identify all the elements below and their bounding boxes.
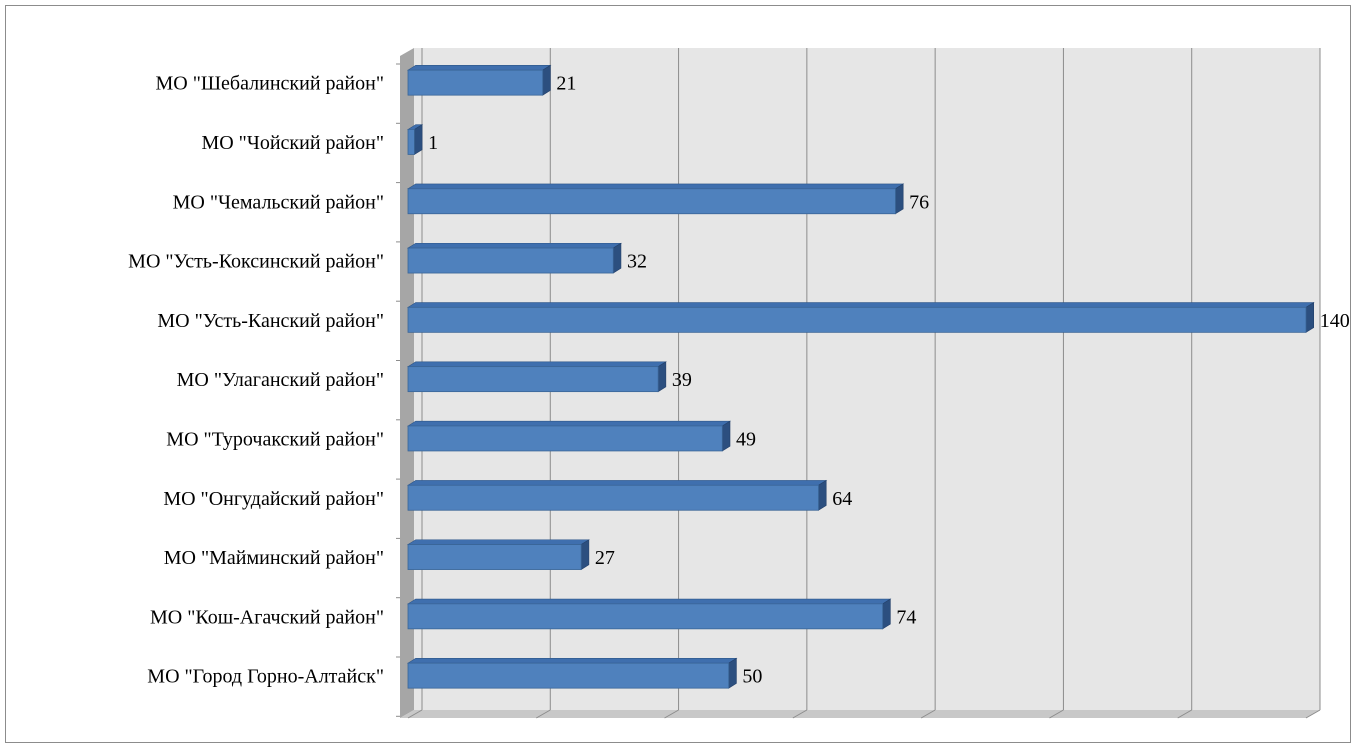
bar [406, 598, 892, 630]
bar-side [542, 64, 551, 96]
floor-tick [407, 709, 423, 719]
bar-top [406, 65, 552, 71]
bar-side [895, 183, 904, 215]
floor-tick [792, 709, 808, 719]
bar [406, 183, 905, 215]
value-label: 140 [1320, 310, 1350, 332]
bar-top [406, 242, 623, 249]
category-label: МО "Улаганский район" [177, 369, 384, 391]
bar [406, 302, 1315, 333]
value-label: 74 [896, 606, 916, 628]
category-label: МО "Чойский район" [201, 132, 384, 154]
value-label: 27 [595, 547, 615, 569]
bar-front [407, 129, 415, 155]
bar-side [728, 657, 737, 689]
bar-front [407, 425, 723, 452]
bar-side [580, 539, 590, 571]
bar-front [407, 188, 896, 215]
bar-front [407, 603, 884, 630]
value-label: 50 [742, 666, 762, 688]
category-label: МО "Чемальский район" [173, 191, 384, 213]
bar-top [406, 183, 905, 190]
bar [406, 242, 623, 274]
bar-front [407, 484, 819, 511]
value-label: 76 [909, 191, 929, 213]
value-label: 64 [832, 488, 852, 510]
category-label: МО "Турочакский район" [166, 428, 384, 450]
bar-side [414, 124, 423, 155]
bar [406, 124, 424, 155]
bar-top [406, 420, 732, 427]
category-label: МО "Онгудайский район" [163, 488, 384, 510]
bar [406, 64, 552, 96]
bar-front [407, 247, 614, 274]
value-label: 1 [428, 132, 438, 154]
floor-tick [920, 709, 936, 719]
bar-side [818, 479, 827, 511]
bar [406, 657, 738, 689]
bar-side [657, 361, 667, 393]
bar-front [407, 544, 582, 570]
category-label: МО "Усть-Канский район" [157, 310, 384, 332]
floor-tick [1177, 709, 1192, 719]
category-labels: МО "Шебалинский район" МО "Чойский район"… [128, 73, 384, 688]
bars [406, 64, 1315, 689]
bar-top [406, 361, 667, 367]
category-label: МО "Город Горно-Алтайск" [147, 666, 384, 688]
bar-top [406, 302, 1315, 308]
bar-front [407, 366, 659, 393]
bar-top [406, 480, 828, 486]
floor-tick [664, 709, 679, 719]
bar-front [407, 306, 1307, 333]
category-label: МО "Усть-Коксинский район" [128, 251, 384, 273]
bar-front [407, 69, 544, 96]
floor-tick [1049, 709, 1064, 719]
bar-side [1305, 302, 1314, 333]
value-labels: 21 1 76 32 140 39 49 64 27 74 50 [428, 73, 1350, 688]
value-label: 49 [736, 428, 756, 450]
category-label: МО "Майминский район" [164, 547, 384, 569]
floor-tick [536, 709, 551, 719]
floor-tick [1305, 709, 1321, 719]
value-label: 39 [672, 369, 692, 391]
bar-top [406, 658, 738, 664]
bar-side [721, 420, 731, 452]
bar-top [406, 598, 892, 605]
value-label: 32 [627, 251, 647, 273]
floor [400, 710, 1320, 718]
bar [406, 361, 667, 393]
bar [406, 420, 732, 452]
category-label: МО "Кош-Агачский район" [150, 606, 384, 628]
bar [406, 479, 828, 511]
bar-top [406, 539, 590, 545]
bar-front [407, 662, 730, 689]
bar-side [612, 242, 622, 274]
value-label: 21 [556, 73, 576, 95]
bar-side [882, 598, 891, 630]
category-label: МО "Шебалинский район" [155, 73, 384, 95]
bar [406, 539, 590, 571]
